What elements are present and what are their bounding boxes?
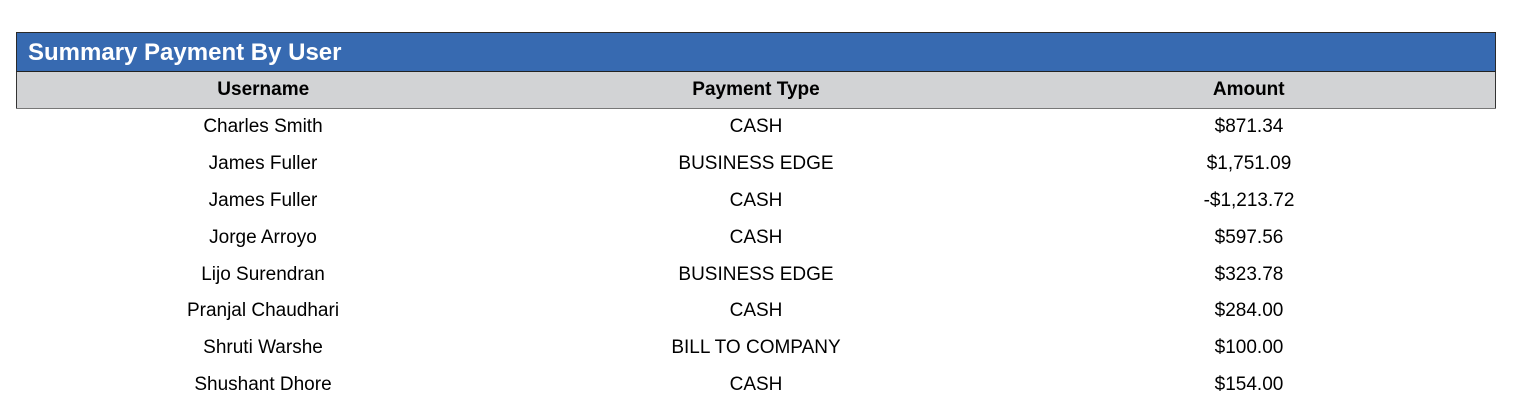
table-body: Charles Smith CASH $871.34 James Fuller BUSI…	[17, 109, 1496, 404]
column-header-payment-type: Payment Type	[509, 72, 1003, 109]
payment-type-cell: CASH	[729, 373, 783, 395]
column-header-username: Username	[16, 72, 510, 109]
table-row: James Fuller BUSINESS EDGE $1,751.09	[17, 146, 1496, 183]
username-cell: Jorge Arroyo	[209, 226, 317, 248]
payment-type-cell: CASH	[729, 189, 783, 211]
username-cell: James Fuller	[208, 189, 318, 211]
table-header-row: Username Payment Type Amount	[16, 72, 1496, 109]
username-cell: James Fuller	[208, 153, 318, 175]
payment-type-cell: CASH	[729, 300, 783, 322]
amount-cell: -$1,213.72	[1203, 189, 1295, 211]
amount-cell: $323.78	[1214, 263, 1284, 285]
amount-cell: $154.00	[1214, 373, 1284, 395]
username-cell: Shushant Dhore	[194, 373, 332, 395]
payment-type-cell: CASH	[729, 226, 783, 248]
payment-table: Username Payment Type Amount Charles Smi…	[16, 72, 1496, 403]
amount-cell: $100.00	[1214, 337, 1284, 359]
amount-cell: $871.34	[1214, 116, 1284, 138]
table-row: Jorge Arroyo CASH $597.56	[17, 219, 1496, 256]
payment-type-cell: CASH	[729, 116, 783, 138]
amount-cell: $1,751.09	[1206, 153, 1292, 175]
username-cell: Charles Smith	[203, 116, 323, 138]
username-cell: Shruti Warshe	[203, 337, 323, 359]
table-row: Lijo Surendran BUSINESS EDGE $323.78	[17, 256, 1496, 293]
table-row: Charles Smith CASH $871.34	[17, 109, 1496, 146]
payment-type-cell: BILL TO COMPANY	[671, 337, 841, 359]
summary-payment-report: Summary Payment By User Username Payment…	[16, 32, 1496, 403]
payment-type-cell: BUSINESS EDGE	[678, 153, 834, 175]
username-cell: Lijo Surendran	[201, 263, 325, 285]
report-title: Summary Payment By User	[16, 32, 1496, 72]
table-row: Shruti Warshe BILL TO COMPANY $100.00	[17, 330, 1496, 367]
column-header-amount: Amount	[1002, 72, 1496, 109]
amount-cell: $597.56	[1214, 226, 1284, 248]
username-cell: Pranjal Chaudhari	[186, 300, 340, 322]
table-row: James Fuller CASH -$1,213.72	[17, 183, 1496, 220]
amount-cell: $284.00	[1214, 300, 1284, 322]
table-row: Shushant Dhore CASH $154.00	[17, 367, 1496, 404]
payment-type-cell: BUSINESS EDGE	[678, 263, 834, 285]
table-row: Pranjal Chaudhari CASH $284.00	[17, 293, 1496, 330]
